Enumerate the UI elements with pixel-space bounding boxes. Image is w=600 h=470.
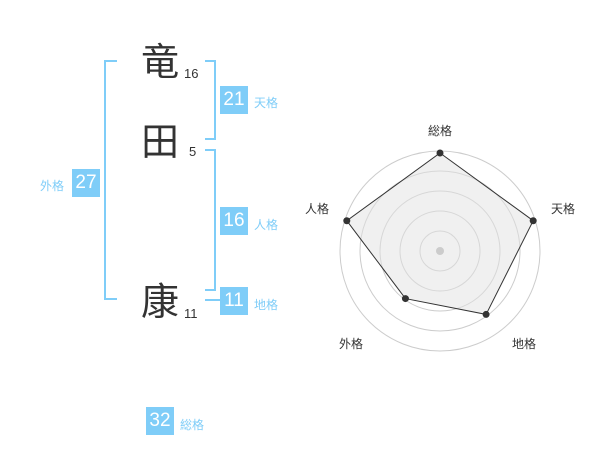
jinkaku-label: 人格: [254, 218, 279, 232]
radar-point: [482, 310, 490, 318]
radar-axis-label: 天格: [550, 202, 575, 216]
stroke-count-1: 16: [184, 66, 199, 81]
radar-point: [436, 149, 444, 157]
radar-center-dot: [436, 247, 444, 255]
jinkaku-value: 16: [220, 207, 248, 235]
soukaku-value: 32: [146, 407, 174, 435]
chikaku-value: 11: [220, 287, 248, 315]
name-char-1: 竜: [140, 40, 179, 84]
chikaku-label: 地格: [254, 298, 279, 312]
radar-axis-label: 人格: [304, 202, 329, 216]
chikaku-connector: [205, 299, 220, 301]
radar-point: [343, 217, 351, 225]
tenkaku-label: 天格: [254, 96, 279, 110]
radar-area: [346, 152, 534, 315]
gaikaku-label: 外格: [40, 179, 65, 193]
radar-axis-label: 地格: [511, 337, 536, 351]
tenkaku-value: 21: [220, 86, 248, 114]
stroke-count-2: 5: [189, 144, 197, 159]
radar-point: [401, 295, 409, 303]
radar-point: [529, 217, 537, 225]
gaikaku-value: 27: [72, 169, 100, 197]
radar-axis-label: 総格: [427, 124, 452, 138]
name-char-2: 田: [140, 120, 179, 164]
soukaku-label: 総格: [180, 418, 205, 432]
radar-axis-label: 外格: [338, 337, 363, 351]
stroke-count-3: 11: [184, 306, 198, 321]
name-char-3: 康: [140, 280, 179, 324]
